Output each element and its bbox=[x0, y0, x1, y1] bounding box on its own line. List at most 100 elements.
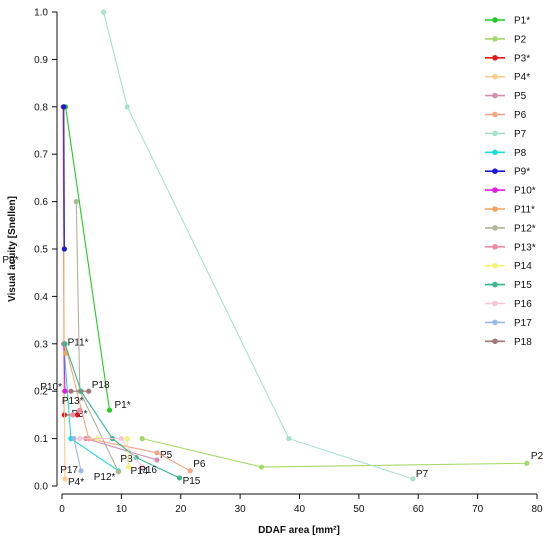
series-end-label: P4* bbox=[68, 477, 84, 488]
legend-item: P6 bbox=[485, 110, 527, 121]
x-tick-label: 30 bbox=[235, 504, 247, 515]
data-point bbox=[62, 350, 69, 356]
series-end-label: P16 bbox=[139, 465, 157, 476]
y-tick-label: 1.0 bbox=[34, 8, 48, 19]
legend-label: P4* bbox=[514, 72, 530, 83]
series-line bbox=[103, 11, 414, 480]
legend-item: P13* bbox=[485, 242, 536, 253]
legend-item: P3* bbox=[485, 53, 530, 64]
legend-swatch-marker bbox=[492, 55, 498, 61]
series-end-label: P10* bbox=[40, 382, 62, 393]
legend-swatch-marker bbox=[492, 149, 498, 156]
data-point bbox=[70, 412, 76, 418]
x-tick-label: 20 bbox=[175, 504, 187, 515]
series-line bbox=[65, 106, 111, 411]
series-p16: P16 bbox=[77, 436, 157, 476]
data-point bbox=[524, 460, 530, 466]
legend-item: P17 bbox=[485, 318, 532, 329]
y-tick-label: 0.8 bbox=[34, 102, 48, 113]
legend-item: P18 bbox=[485, 337, 532, 348]
data-point bbox=[154, 450, 160, 456]
x-tick-label: 60 bbox=[413, 504, 425, 515]
legend-swatch-marker bbox=[492, 168, 498, 174]
data-point bbox=[77, 436, 83, 442]
y-tick-label: 0.9 bbox=[34, 55, 48, 66]
legend-label: P7 bbox=[514, 129, 527, 140]
data-point bbox=[139, 464, 145, 470]
legend-label: P12* bbox=[514, 223, 536, 234]
legend-label: P6 bbox=[514, 110, 527, 121]
series-end-label: P6 bbox=[193, 459, 206, 470]
data-point bbox=[73, 199, 79, 205]
series-layer: P1* P2 P3* P4* P5 P6 P7 P8 P9* P10* P11* P12* P13* P1… bbox=[2, 9, 544, 488]
data-point bbox=[71, 436, 77, 442]
legend-label: P14 bbox=[514, 261, 532, 272]
data-point bbox=[77, 407, 83, 413]
x-tick-label: 50 bbox=[353, 504, 365, 515]
x-tick-label: 40 bbox=[294, 504, 306, 515]
legend-item: P16 bbox=[485, 299, 532, 310]
data-point bbox=[68, 388, 74, 394]
series-p13-star: P13* bbox=[62, 396, 84, 418]
legend-label: P11* bbox=[514, 205, 535, 216]
data-point bbox=[61, 246, 67, 252]
legend-item: P11* bbox=[485, 205, 535, 216]
data-point bbox=[125, 464, 132, 470]
series-end-label: P18 bbox=[92, 380, 110, 391]
series-end-label: P5 bbox=[160, 450, 173, 461]
legend-item: P9* bbox=[485, 167, 530, 178]
data-point bbox=[115, 469, 122, 475]
y-tick-label: 0.6 bbox=[34, 197, 48, 208]
legend-swatch-marker bbox=[492, 281, 498, 288]
legend-swatch-marker bbox=[492, 36, 498, 42]
series-end-label: P1* bbox=[115, 400, 131, 411]
legend-swatch-marker bbox=[492, 338, 498, 345]
legend-swatch-marker bbox=[492, 73, 498, 80]
data-point bbox=[258, 464, 265, 470]
legend-item: P12* bbox=[485, 223, 536, 234]
x-tick-label: 0 bbox=[59, 504, 65, 515]
data-point bbox=[74, 412, 81, 418]
y-tick-label: 0.7 bbox=[34, 150, 48, 161]
data-point bbox=[286, 436, 292, 442]
data-point bbox=[100, 9, 107, 15]
series-p2: P2 bbox=[139, 436, 544, 470]
legend-label: P9* bbox=[514, 167, 530, 178]
legend-swatch-marker bbox=[492, 262, 498, 269]
legend-item: P15 bbox=[485, 280, 532, 291]
legend-label: P15 bbox=[514, 280, 532, 291]
legend-swatch-marker bbox=[492, 244, 498, 250]
data-point bbox=[187, 468, 193, 474]
series-p4-star: P4* bbox=[61, 104, 84, 488]
legend-label: P13* bbox=[514, 242, 536, 253]
legend-label: P5 bbox=[514, 91, 527, 102]
y-tick-label: 0.3 bbox=[34, 339, 48, 350]
data-point bbox=[154, 457, 160, 463]
legend-swatch-marker bbox=[492, 17, 498, 23]
data-point bbox=[410, 476, 416, 482]
data-point bbox=[86, 388, 92, 394]
y-tick-label: 0.0 bbox=[34, 482, 48, 493]
legend-label: P17 bbox=[514, 318, 532, 329]
legend-swatch-marker bbox=[492, 206, 498, 212]
data-point bbox=[78, 468, 84, 474]
data-point bbox=[124, 436, 130, 442]
legend-swatch-marker bbox=[492, 111, 498, 118]
legend-swatch-marker bbox=[492, 92, 498, 99]
data-point bbox=[176, 475, 183, 481]
legend-swatch-marker bbox=[492, 130, 498, 137]
x-axis-title: DDAF area [mm²] bbox=[258, 525, 340, 536]
legend-item: P2 bbox=[485, 34, 527, 45]
y-axis-title: Visual acuity [Snellen] bbox=[7, 196, 18, 302]
y-tick-label: 0.1 bbox=[34, 434, 48, 445]
series-p7: P7 bbox=[100, 9, 429, 482]
data-point bbox=[139, 436, 145, 442]
x-tick-label: 80 bbox=[531, 504, 543, 515]
series-end-label: P7 bbox=[416, 469, 429, 480]
series-line bbox=[73, 438, 82, 471]
data-point bbox=[62, 476, 68, 482]
series-end-label: P15 bbox=[183, 476, 201, 487]
series-end-label: P8 bbox=[120, 454, 133, 465]
data-point bbox=[62, 341, 68, 347]
